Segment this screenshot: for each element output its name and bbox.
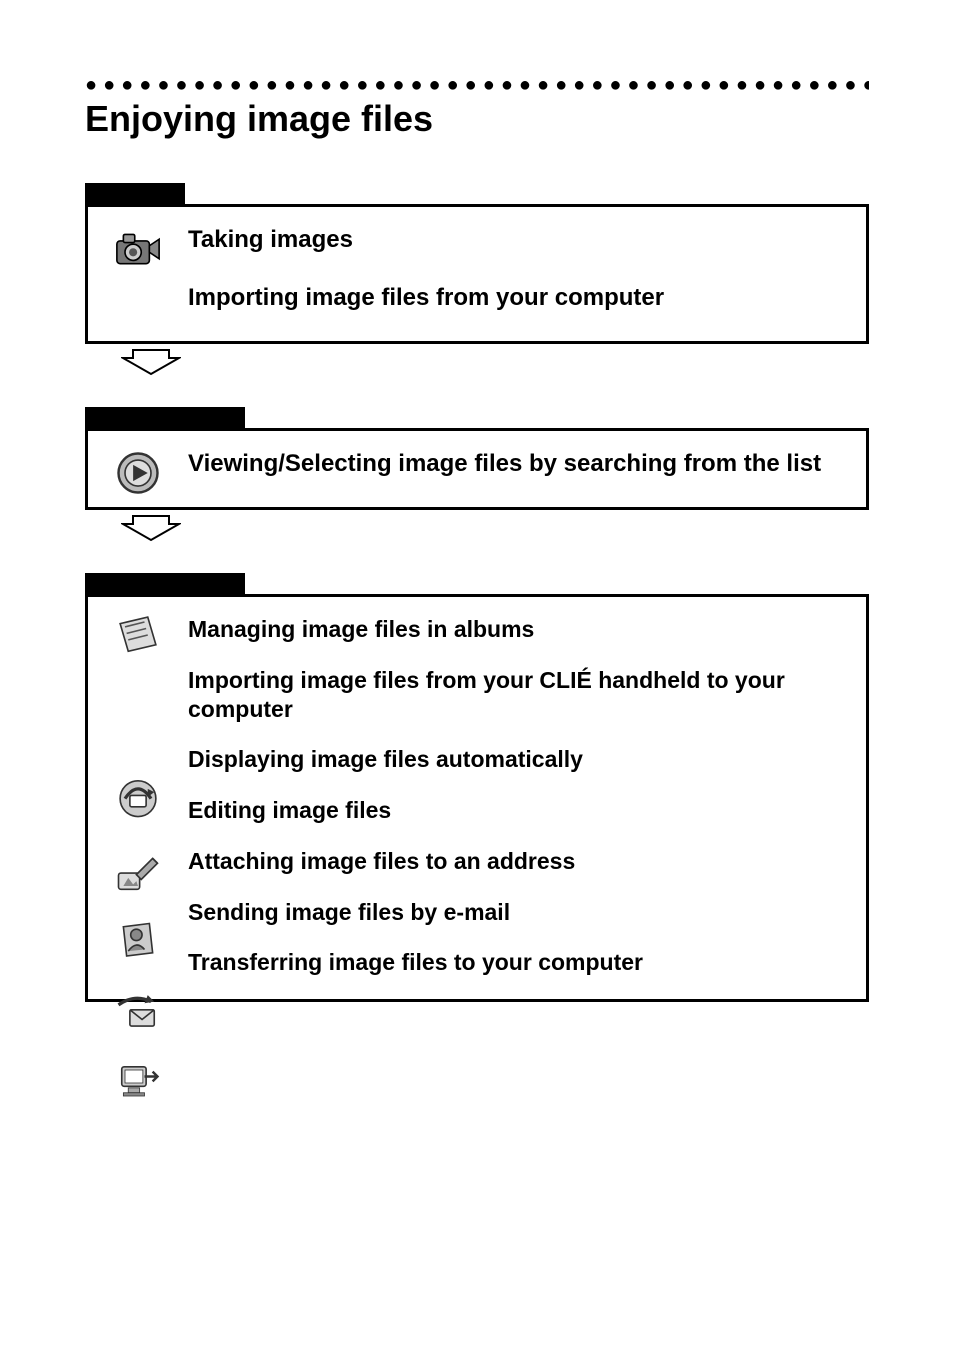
row-label: Managing image files in albums <box>188 615 844 644</box>
album-icon <box>110 607 166 663</box>
play-icon <box>110 445 166 501</box>
section-tab <box>85 573 245 597</box>
mail-icon <box>110 985 166 1041</box>
row-label: Taking images <box>188 225 844 255</box>
row-label: Attaching image files to an address <box>188 847 844 876</box>
page-title: Enjoying image files <box>85 98 869 140</box>
contact-icon <box>110 915 166 971</box>
row-label: Transferring image files to your compute… <box>188 948 844 977</box>
camera-icon <box>110 221 166 277</box>
slideshow-icon <box>110 769 166 825</box>
row-label: Sending image files by e-mail <box>188 898 844 927</box>
row-label: Importing image files from your computer <box>188 283 844 313</box>
transfer-icon <box>110 1055 166 1111</box>
section-tab <box>85 183 185 207</box>
row-label: Displaying image files automatically <box>188 745 844 774</box>
section-use: Managing image files in albums Importing… <box>85 594 869 1002</box>
section-view: Viewing/Selecting image files by searchi… <box>85 428 869 510</box>
row-label: Importing image files from your CLIÉ han… <box>188 666 844 724</box>
section-tab <box>85 407 245 431</box>
edit-icon <box>110 845 166 901</box>
section-capture: Taking images Importing image files from… <box>85 204 869 344</box>
row-label: Editing image files <box>188 796 844 825</box>
arrow-down-icon <box>121 348 181 376</box>
arrow-down-icon <box>121 514 181 542</box>
dot-separator: ●●●●●●●●●●●●●●●●●●●●●●●●●●●●●●●●●●●●●●●●… <box>85 80 869 92</box>
row-label: Viewing/Selecting image files by searchi… <box>188 449 844 479</box>
page: ●●●●●●●●●●●●●●●●●●●●●●●●●●●●●●●●●●●●●●●●… <box>0 0 954 1062</box>
